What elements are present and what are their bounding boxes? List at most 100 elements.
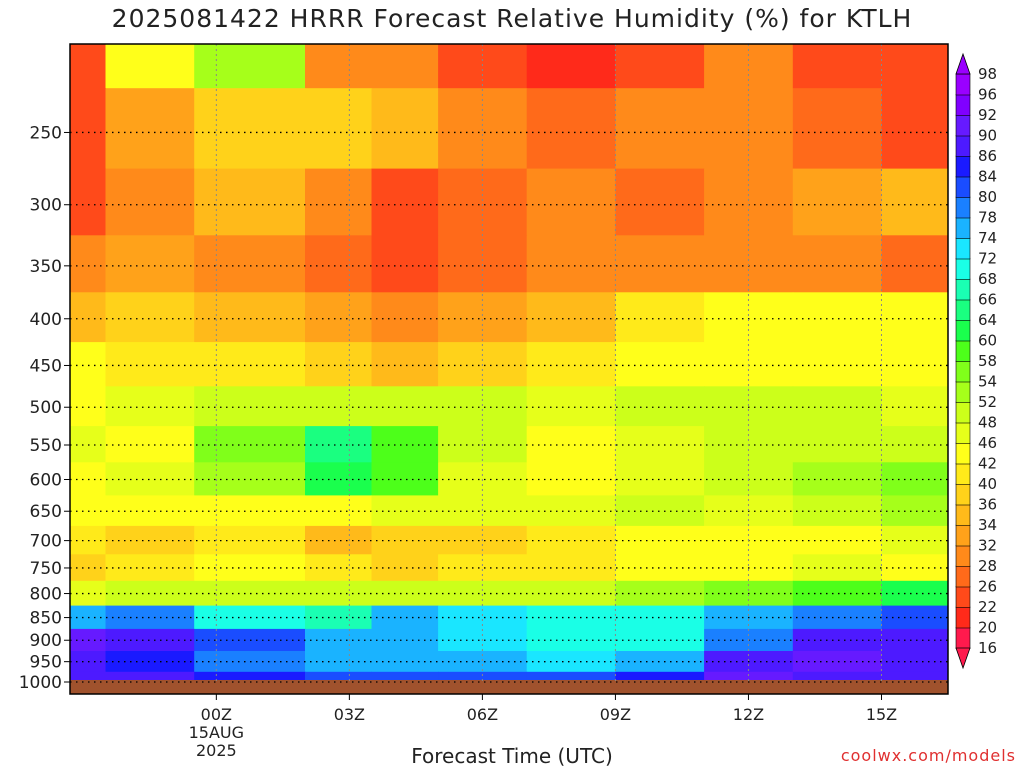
colorbar-swatch — [955, 627, 971, 649]
colorbar-label: 34 — [978, 516, 997, 534]
y-tick-label: 900 — [30, 631, 62, 651]
rh-cell — [792, 235, 882, 293]
y-tick-label: 400 — [30, 310, 62, 330]
x-tick-label: 12Z — [733, 705, 764, 724]
x-tick-label: 15Z — [866, 705, 897, 724]
colorbar-swatch — [955, 545, 971, 567]
rh-cell — [371, 651, 439, 673]
rh-cell — [105, 168, 195, 236]
rh-cell — [792, 628, 882, 652]
rh-cell — [194, 386, 306, 427]
rh-cell — [70, 386, 106, 427]
y-tick-label: 1000 — [19, 673, 62, 693]
rh-cell — [194, 462, 306, 496]
rh-cell — [194, 671, 306, 683]
credit-link[interactable]: coolwx.com/models — [840, 746, 1016, 765]
rh-cell — [881, 235, 949, 293]
rh-cell — [615, 605, 705, 630]
rh-cell — [194, 168, 306, 236]
rh-cell — [305, 235, 372, 293]
colorbar-bottom-arrow — [955, 647, 971, 670]
colorbar-top-arrow — [955, 52, 971, 75]
rh-cell — [194, 44, 306, 89]
colorbar-label: 72 — [978, 250, 997, 268]
y-tick-label: 800 — [30, 585, 62, 605]
colorbar-label: 80 — [978, 188, 997, 206]
rh-cell — [105, 495, 195, 527]
colorbar-swatch — [955, 422, 971, 444]
rh-cell — [305, 386, 372, 427]
rh-cell — [305, 495, 372, 527]
rh-cell — [305, 88, 372, 170]
rh-cell — [194, 235, 306, 293]
rh-cell — [615, 525, 705, 555]
rh-cell — [371, 554, 439, 582]
rh-cell — [438, 651, 528, 673]
rh-cell — [881, 462, 949, 496]
colorbar-label: 54 — [978, 373, 997, 391]
rh-cell — [105, 44, 195, 89]
colorbar-swatch — [955, 340, 971, 362]
rh-cell — [615, 651, 705, 673]
colorbar-label: 42 — [978, 455, 997, 473]
x-axis-label: Forecast Time (UTC) — [411, 744, 613, 768]
colorbar-label: 92 — [978, 106, 997, 124]
ground-strip — [70, 680, 948, 694]
rh-cell — [305, 342, 372, 387]
rh-cell — [438, 605, 528, 630]
rh-cell — [792, 292, 882, 343]
rh-cell — [371, 88, 439, 170]
rh-cell — [615, 580, 705, 607]
rh-cell — [526, 495, 616, 527]
rh-cell — [305, 580, 372, 607]
rh-cell — [70, 235, 106, 293]
rh-cell — [615, 462, 705, 496]
rh-cell — [881, 495, 949, 527]
x-tick-label: 00Z — [201, 705, 232, 724]
rh-cell — [70, 44, 106, 89]
rh-cell — [105, 342, 195, 387]
rh-cell — [881, 292, 949, 343]
rh-cell — [615, 386, 705, 427]
colorbar-swatch — [955, 319, 971, 342]
rh-cell — [371, 671, 439, 683]
rh-cell — [70, 342, 106, 387]
rh-cell — [105, 426, 195, 463]
rh-cell — [371, 235, 439, 293]
rh-cell — [615, 168, 705, 236]
rh-cell — [194, 651, 306, 673]
y-tick-label: 450 — [30, 356, 62, 376]
rh-cell — [105, 651, 195, 673]
rh-cell — [792, 462, 882, 496]
rh-cell — [438, 44, 528, 89]
rh-cell — [881, 44, 949, 89]
rh-cell — [881, 605, 949, 630]
colorbar-swatch — [955, 401, 971, 424]
colorbar-swatch — [955, 217, 971, 239]
x-tick-date-label: 15AUG — [189, 723, 244, 742]
rh-cell — [70, 168, 106, 236]
rh-cell — [615, 554, 705, 582]
rh-cell — [615, 292, 705, 343]
rh-cell — [526, 628, 616, 652]
rh-cell — [194, 628, 306, 652]
colorbar-label: 98 — [978, 65, 997, 83]
y-tick-label: 650 — [30, 502, 62, 522]
x-tick-date-label: 2025 — [196, 741, 237, 760]
colorbar-label: 90 — [978, 127, 997, 145]
rh-cell — [305, 426, 372, 463]
rh-cell — [105, 605, 195, 630]
colorbar-label: 22 — [978, 598, 997, 616]
rh-cell — [305, 651, 372, 673]
rh-cell — [194, 580, 306, 607]
rh-cell — [615, 235, 705, 293]
y-tick-label: 300 — [30, 196, 62, 216]
rh-cell — [438, 554, 528, 582]
rh-cell — [792, 44, 882, 89]
rh-cell — [371, 292, 439, 343]
colorbar-swatch — [955, 606, 971, 629]
x-tick-label: 09Z — [600, 705, 631, 724]
rh-cell — [70, 88, 106, 170]
rh-cell — [194, 426, 306, 463]
